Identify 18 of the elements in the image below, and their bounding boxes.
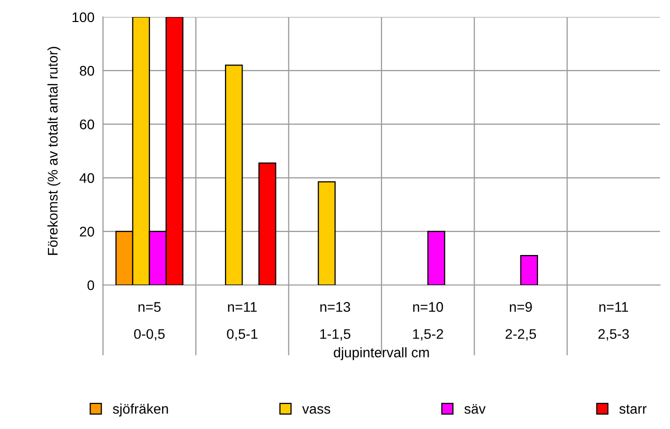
y-tick-label: 60 — [80, 120, 94, 130]
legend-label: säv — [464, 404, 486, 414]
legend-label: vass — [302, 406, 330, 414]
legend-label: sjöfräken — [112, 404, 168, 416]
category-label: n=9 2-2,5 — [506, 302, 536, 341]
legend-label: starr — [619, 404, 647, 414]
category-label: n=13 1-1,5 — [320, 302, 350, 341]
y-tick-label: 0 — [87, 280, 94, 290]
y-tick-label: 20 — [80, 226, 94, 237]
category-label: n=10 1,5-2 — [413, 302, 444, 341]
y-tick-label: 80 — [80, 66, 94, 76]
y-tick-label: 100 — [72, 12, 94, 22]
y-tick-label: 40 — [80, 173, 94, 183]
category-label: n=5 0-0,5 — [134, 302, 165, 341]
y-axis-title: Förekomst (% av totalt antal rutor) — [47, 46, 60, 255]
category-label: n=11 2,5-3 — [598, 302, 629, 341]
x-axis-title: djupintervall cm — [334, 347, 429, 360]
category-label: n=11 0,5-1 — [226, 302, 258, 341]
